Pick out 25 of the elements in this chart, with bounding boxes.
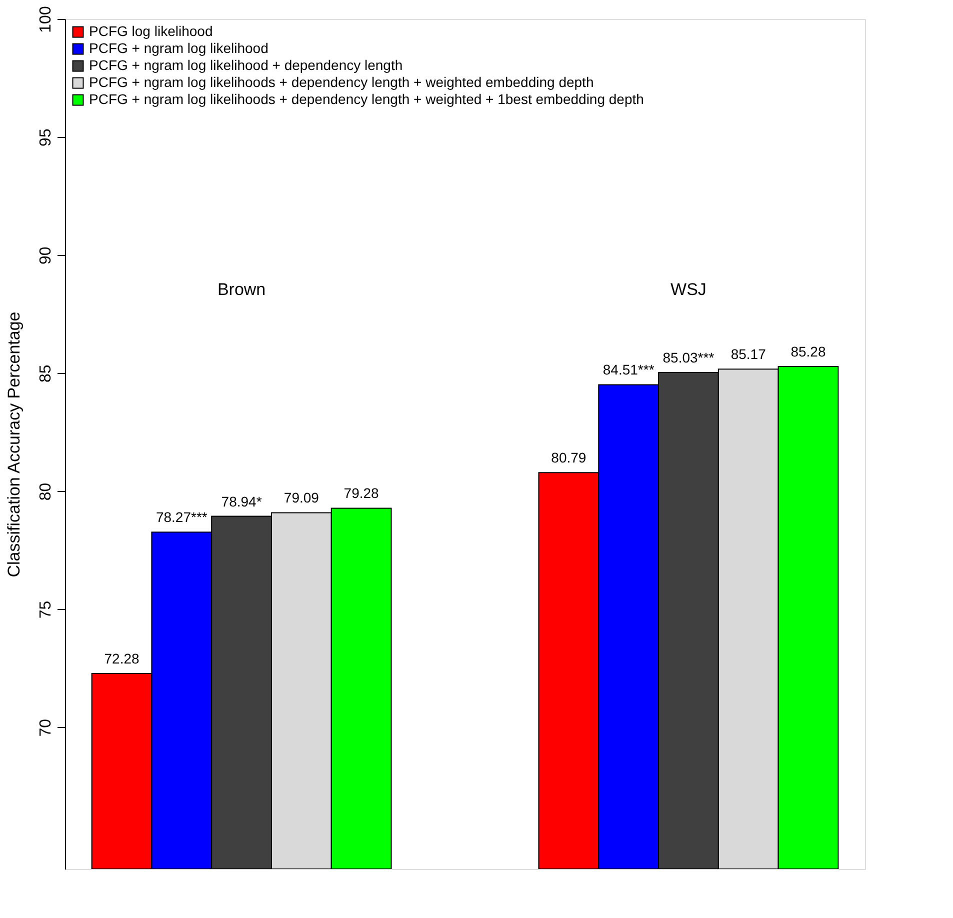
legend-label: PCFG + ngram log likelihood + dependency length: [89, 57, 403, 73]
x-tick-label: Brown: [217, 280, 266, 299]
data-label: 72.28: [104, 650, 140, 666]
data-label: 85.28: [790, 344, 826, 360]
data-label: 79.28: [344, 485, 380, 502]
data-label: 79.09: [284, 490, 320, 506]
data-label: 80.79: [551, 450, 586, 466]
x-tick-label: WSJ: [670, 280, 706, 299]
legend-label: PCFG + ngram log likelihood: [89, 40, 268, 56]
legend-label: PCFG + ngram log likelihoods + dependency length + weighted embedding depth: [89, 74, 594, 90]
y-tick-label: 80: [38, 482, 54, 501]
legend-label: PCFG + ngram log likelihoods + dependency length + weighted + 1best embedding depth: [89, 91, 644, 107]
y-tick-label: 85: [38, 364, 54, 383]
y-tick-label: 90: [38, 246, 54, 265]
data-label: 84.51***: [602, 362, 655, 378]
y-axis-title: Classification Accuracy Percentage: [4, 312, 24, 578]
data-label: 78.27***: [156, 509, 208, 526]
y-tick-label: 75: [38, 600, 54, 619]
data-label: 85.17: [730, 346, 766, 362]
data-label: 78.94*: [221, 493, 262, 510]
y-tick-label: 100: [38, 6, 54, 33]
y-tick-label: 70: [38, 718, 54, 737]
y-tick-label: 95: [38, 128, 54, 146]
data-label: 85.03***: [662, 349, 715, 366]
legend-label: PCFG log likelihood: [89, 23, 213, 39]
